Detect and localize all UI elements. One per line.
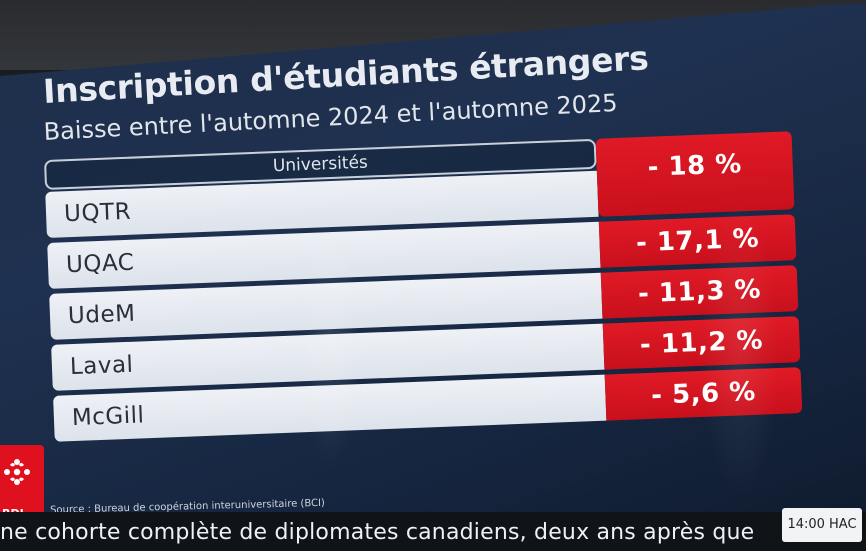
decline-value: - 18 % bbox=[595, 131, 795, 217]
rdi-logo: RDI bbox=[0, 445, 44, 525]
ticker-text: ne cohorte complète de diplomates canadi… bbox=[0, 520, 755, 545]
news-ticker: ne cohorte complète de diplomates canadi… bbox=[0, 512, 866, 551]
decline-value: - 11,2 % bbox=[602, 316, 801, 370]
decline-value: - 17,1 % bbox=[598, 214, 797, 268]
enrollment-table: Universités UQTR - 18 % UQAC - 17,1 % Ud… bbox=[44, 131, 814, 442]
decline-value: - 11,3 % bbox=[600, 265, 799, 319]
decline-value: - 5,6 % bbox=[604, 367, 803, 421]
radio-canada-gem-icon bbox=[4, 459, 30, 485]
clock-badge: 14:00 HAC bbox=[782, 508, 862, 542]
